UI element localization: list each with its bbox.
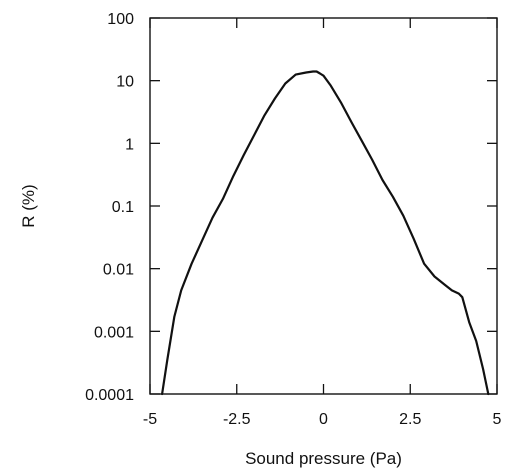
x-tick-label-0: -5 — [143, 411, 157, 428]
x-tick-label-2: 0 — [319, 411, 328, 428]
series-line — [161, 70, 490, 396]
y-tick-label-3: 0.1 — [112, 199, 134, 216]
y-tick-label-6: 100 — [107, 11, 134, 28]
x-tick-label-3: 2.5 — [399, 411, 421, 428]
x-tick-label-4: 5 — [493, 411, 502, 428]
x-axis-label: Sound pressure (Pa) — [245, 449, 402, 468]
y-tick-label-1: 0.001 — [94, 324, 134, 341]
y-axis-label: R (%) — [19, 184, 38, 227]
plot-frame — [149, 17, 498, 395]
y-tick-label-2: 0.01 — [103, 262, 134, 279]
x-tick-label-1: -2.5 — [223, 411, 251, 428]
y-tick-label-4: 1 — [125, 136, 134, 153]
y-tick-label-0: 0.0001 — [85, 387, 134, 404]
y-tick-label-5: 10 — [116, 74, 134, 91]
